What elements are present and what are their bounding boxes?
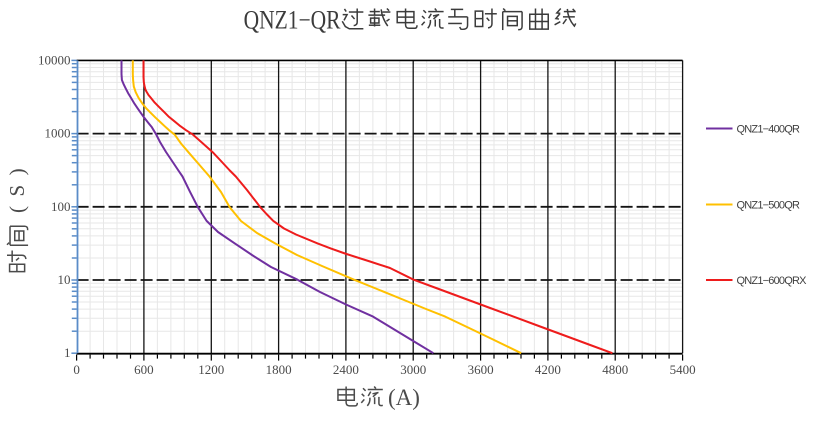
svg-text:QNZ1−QR: QNZ1−QR: [244, 7, 341, 35]
svg-text:0: 0: [73, 362, 80, 377]
svg-text:1: 1: [64, 345, 71, 360]
svg-text:1000: 1000: [45, 126, 71, 141]
svg-text:QNZ1−600QRX: QNZ1−600QRX: [737, 275, 808, 287]
svg-text:4800: 4800: [602, 362, 628, 377]
svg-text:100: 100: [51, 199, 71, 214]
svg-text:10: 10: [58, 272, 71, 287]
svg-text:1800: 1800: [266, 362, 292, 377]
svg-text:5400: 5400: [670, 362, 696, 377]
svg-text:4200: 4200: [535, 362, 561, 377]
svg-text:QNZ1−500QR: QNZ1−500QR: [737, 199, 800, 211]
svg-text:3000: 3000: [400, 362, 426, 377]
svg-text:600: 600: [134, 362, 154, 377]
svg-text:(A): (A): [388, 385, 420, 410]
svg-text:2400: 2400: [333, 362, 359, 377]
svg-text:10000: 10000: [38, 52, 71, 67]
svg-text:3600: 3600: [468, 362, 494, 377]
svg-text:QNZ1−400QR: QNZ1−400QR: [737, 123, 800, 135]
svg-text:(S): (S): [5, 159, 29, 213]
svg-text:1200: 1200: [198, 362, 224, 377]
